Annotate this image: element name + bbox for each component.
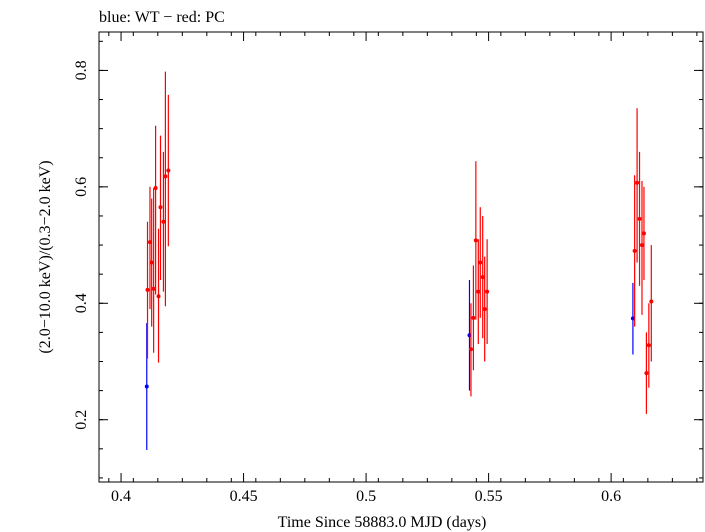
- y-tick-label: 0.2: [73, 410, 90, 430]
- x-tick-label: 0.5: [356, 488, 376, 505]
- wt-data-point: [630, 316, 635, 321]
- x-axis-label: Time Since 58883.0 MJD (days): [278, 514, 487, 531]
- pc-data-point: [641, 231, 646, 236]
- pc-data-point: [153, 186, 158, 191]
- pc-data-point: [478, 260, 483, 265]
- x-tick-label: 0.55: [475, 488, 503, 505]
- pc-data-point: [151, 286, 156, 291]
- pc-data-point: [649, 299, 654, 304]
- pc-data-point: [145, 287, 150, 292]
- y-tick-label: 0.8: [73, 60, 90, 80]
- pc-data-point: [485, 289, 490, 294]
- pc-data-point: [156, 294, 161, 299]
- data-points: [144, 71, 654, 450]
- axis-ticks: [99, 32, 703, 482]
- pc-data-point: [632, 248, 637, 253]
- pc-data-point: [471, 315, 476, 320]
- pc-data-point: [166, 168, 171, 173]
- pc-data-point: [639, 243, 644, 248]
- pc-data-point: [646, 343, 651, 348]
- pc-data-point: [635, 180, 640, 185]
- x-tick-labels: 0.4 0.45 0.5 0.55 0.6: [111, 488, 621, 505]
- pc-data-point: [468, 347, 473, 352]
- pc-data-point: [163, 174, 168, 179]
- y-tick-label: 0.4: [73, 293, 90, 313]
- wt-data-point: [144, 384, 149, 389]
- pc-data-point: [637, 216, 642, 221]
- pc-data-point: [158, 205, 163, 210]
- pc-data-point: [147, 240, 152, 245]
- y-axis-label: (2.0−10.0 keV)/(0.3−2.0 keV): [37, 160, 54, 353]
- pc-data-point: [476, 289, 481, 294]
- pc-data-point: [644, 371, 649, 376]
- x-tick-label: 0.6: [601, 488, 621, 505]
- plot-frame: [98, 31, 704, 483]
- pc-data-point: [482, 307, 487, 312]
- x-tick-label: 0.45: [230, 488, 258, 505]
- pc-data-point: [480, 275, 485, 280]
- pc-data-point: [473, 238, 478, 243]
- y-tick-label: 0.6: [73, 177, 90, 197]
- x-tick-label: 0.4: [111, 488, 131, 505]
- chart-title: blue: WT − red: PC: [99, 9, 225, 26]
- pc-data-point: [149, 260, 154, 265]
- y-tick-labels: 0.2 0.4 0.6 0.8: [73, 60, 90, 429]
- pc-data-point: [161, 219, 166, 224]
